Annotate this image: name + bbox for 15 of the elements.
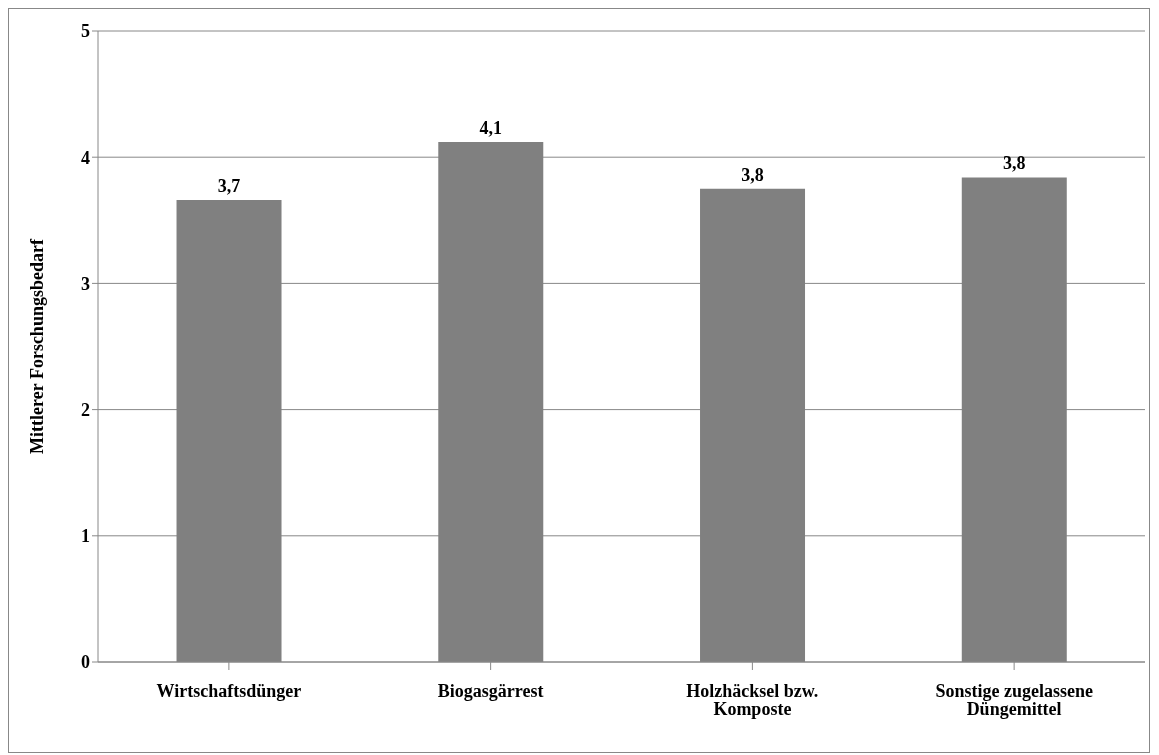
x-tick-label: Biogasgärrest <box>437 680 544 701</box>
y-tick-label: 4 <box>81 147 90 168</box>
data-label: 3,8 <box>741 164 764 185</box>
y-tick-label: 2 <box>81 399 90 420</box>
data-label: 3,7 <box>217 176 241 197</box>
y-tick-label: 5 <box>81 21 90 42</box>
y-tick-label: 0 <box>81 652 90 673</box>
x-tick-label: Wirtschaftsdünger <box>156 680 302 701</box>
x-tick-label: Sonstige zugelassene Düngemittel <box>935 680 1093 719</box>
y-tick-label: 1 <box>81 526 90 547</box>
x-tick-label: Holzhäcksel bzw. Komposte <box>686 680 819 719</box>
y-tick-label: 3 <box>81 273 90 294</box>
y-axis-title: Mittlerer Forschungsbedarf <box>27 238 48 454</box>
data-label: 4,1 <box>479 118 503 139</box>
data-label: 3,8 <box>1003 153 1026 174</box>
